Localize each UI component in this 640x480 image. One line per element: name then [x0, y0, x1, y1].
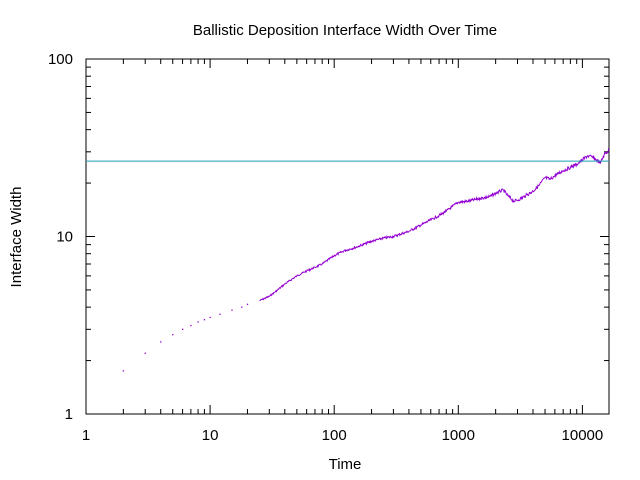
series-0-point-7 — [203, 319, 206, 321]
y-tick-label-2: 100 — [48, 51, 73, 68]
series-0-line — [259, 147, 610, 302]
series-layer — [86, 147, 610, 372]
series-0-point-10 — [231, 309, 233, 311]
x-tick-label-4: 10000 — [562, 427, 604, 444]
series-0-point-0 — [122, 370, 125, 372]
chart-title: Ballistic Deposition Interface Width Ove… — [193, 22, 497, 39]
x-tick-label-0: 1 — [82, 427, 90, 444]
series-0-point-11 — [241, 306, 243, 308]
y-tick-label-1: 10 — [56, 229, 73, 246]
series-0-point-6 — [197, 321, 199, 323]
x-tick-label-3: 1000 — [442, 427, 475, 444]
series-0-point-9 — [219, 313, 221, 315]
series-0 — [122, 147, 610, 372]
x-ticks: 1 10 100 1000 10000 — [82, 59, 603, 444]
series-0-point-12 — [246, 303, 249, 305]
plot-frame — [85, 58, 610, 415]
y-axis-label: Interface Width — [8, 187, 25, 288]
series-0-point-8 — [209, 316, 211, 319]
series-0-point-5 — [190, 324, 192, 327]
x-tick-label-1: 10 — [202, 427, 219, 444]
series-0-point-4 — [181, 328, 184, 331]
plot-area: 1 10 100 1 10 100 1000 10000 — [48, 51, 610, 444]
x-tick-label-2: 100 — [322, 427, 347, 444]
x-axis-label: Time — [329, 456, 362, 473]
series-0-point-3 — [172, 334, 174, 336]
y-tick-label-0: 1 — [65, 406, 73, 423]
y-ticks: 1 10 100 — [48, 51, 609, 423]
series-0-point-2 — [160, 341, 162, 343]
series-0-point-1 — [144, 352, 146, 354]
